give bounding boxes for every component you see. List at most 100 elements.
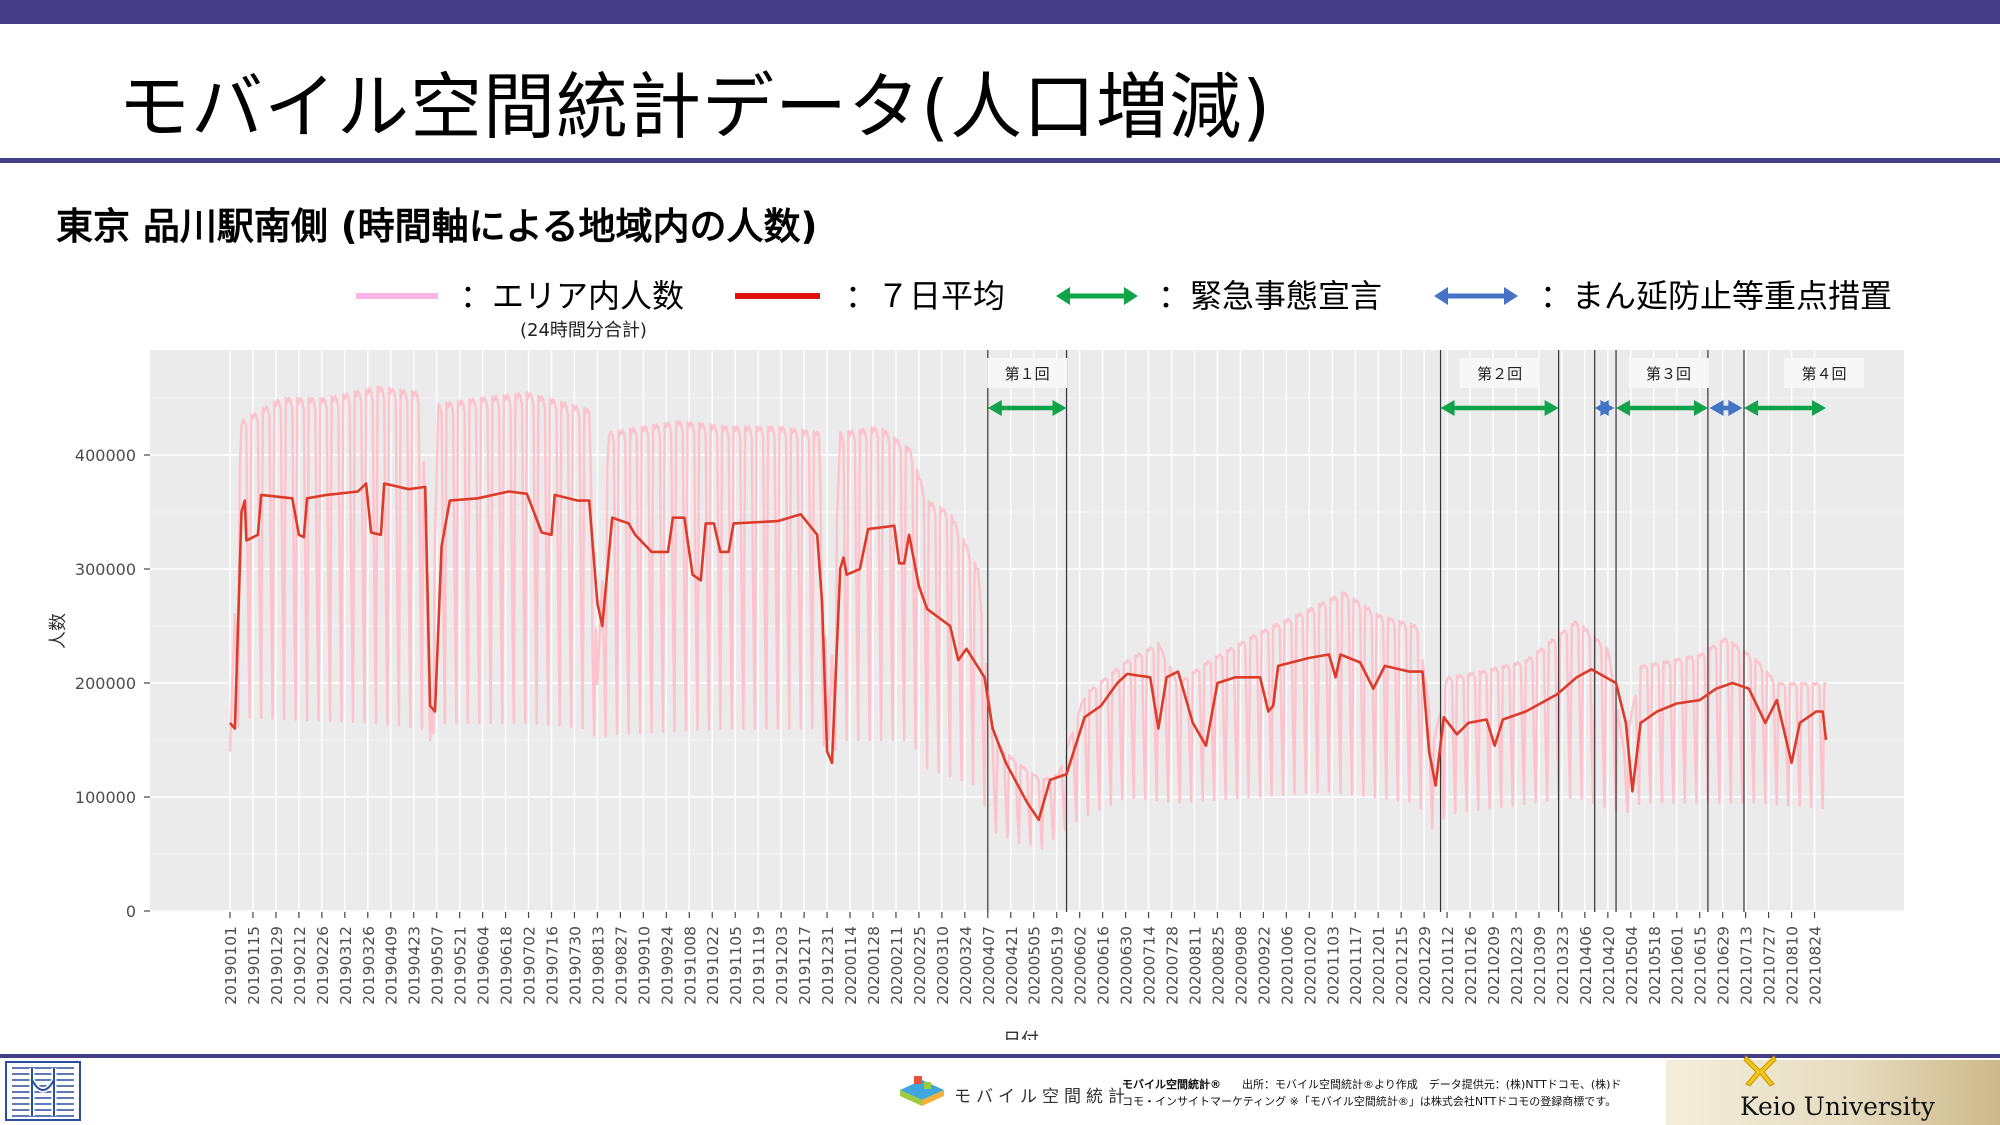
x-tick-label: 20190924 [658, 926, 676, 1005]
x-tick-label: 20201229 [1416, 926, 1434, 1005]
mobile-stats-logo-text: モバイル空間統計 [954, 1087, 1130, 1107]
chart-subtitle: 東京 品川駅南側 (時間軸による地域内の人数) [56, 205, 818, 248]
legend-label-priority: ：まん延防止等重点措置 [1540, 277, 1892, 315]
x-tick-label: 20200922 [1255, 926, 1273, 1005]
x-tick-label: 20201117 [1347, 926, 1365, 1005]
x-tick-label: 20200114 [842, 926, 860, 1005]
declaration-arrow [1709, 400, 1743, 416]
title-underline [0, 158, 2000, 163]
declaration-annotations: 第１回 第２回 第３回 第４回 [987, 358, 1864, 416]
x-tick-label: 20210406 [1577, 926, 1595, 1005]
x-tick-label: 20200519 [1049, 926, 1067, 1005]
x-tick-label: 20200630 [1118, 926, 1136, 1005]
x-tick-label: 20210727 [1761, 926, 1779, 1005]
x-tick-label: 20190409 [383, 926, 401, 1005]
x-tick-label: 20190604 [475, 926, 493, 1005]
university-banner [1666, 1060, 2000, 1125]
pen-emblem-icon [1743, 1055, 1777, 1087]
y-tick-label: 400000 [75, 446, 136, 465]
declaration-label: 第２回 [1477, 365, 1522, 383]
x-tick-label: 20190212 [291, 926, 309, 1005]
x-tick-label: 20201201 [1370, 926, 1388, 1005]
x-tick-label: 20210112 [1439, 926, 1457, 1005]
declaration-arrow [1440, 400, 1559, 416]
x-tick-label: 20190115 [245, 926, 263, 1005]
x-tick-label: 20190618 [498, 926, 516, 1005]
x-tick-label: 20201215 [1393, 926, 1411, 1005]
x-tick-label: 20191231 [819, 926, 837, 1005]
x-tick-label: 20201103 [1324, 926, 1342, 1005]
x-tick-label: 20190702 [521, 926, 539, 1005]
x-tick-label: 20200811 [1186, 926, 1204, 1005]
x-tick-label: 20190423 [406, 926, 424, 1005]
chart-legend: ：エリア内人数 ：７日平均 ：緊急事態宣言 ：まん延防止等重点措置 [356, 277, 1892, 315]
x-tick-label: 20210420 [1600, 926, 1618, 1005]
y-tick-label: 200000 [75, 674, 136, 693]
x-tick-label: 20200128 [865, 926, 883, 1005]
x-tick-label: 20210209 [1485, 926, 1503, 1005]
x-tick-label: 20191119 [750, 926, 768, 1005]
x-tick-label: 20191105 [727, 926, 745, 1005]
university-name: Keio University [1740, 1092, 1935, 1121]
x-tick-label: 20200728 [1164, 926, 1182, 1005]
x-tick-label: 20200908 [1232, 926, 1250, 1005]
declaration-label-box: 第３回 [1628, 358, 1709, 388]
event-lines [987, 350, 1745, 912]
legend-swatch-emergency-arrow [1056, 287, 1138, 305]
x-tick-label: 20191217 [796, 926, 814, 1005]
x-tick-label: 20210309 [1531, 926, 1549, 1005]
declaration-label: 第３回 [1646, 365, 1691, 383]
credit-line-1: 出所：モバイル空間統計®より作成 データ提供元：(株)NTTドコモ、(株)ド [1241, 1078, 1622, 1091]
y-tick-label: 0 [126, 902, 136, 921]
x-tick-label: 20200225 [911, 926, 929, 1005]
slide-title: モバイル空間統計データ(人口増減) [118, 65, 1272, 149]
x-tick-label: 20190730 [566, 926, 584, 1005]
legend-label-emergency: ：緊急事態宣言 [1158, 277, 1382, 315]
x-tick-label: 20191022 [704, 926, 722, 1005]
y-tick-label: 100000 [75, 788, 136, 807]
x-tick-label: 20200602 [1072, 926, 1090, 1005]
x-tick-label: 20210518 [1646, 926, 1664, 1005]
x-tick-label: 20210615 [1692, 926, 1710, 1005]
x-tick-label: 20210323 [1554, 926, 1572, 1005]
bottom-accent-bar [0, 1054, 2000, 1058]
x-tick-label: 20190312 [337, 926, 355, 1005]
x-tick-label: 20200421 [1003, 926, 1021, 1005]
x-tick-label: 20210824 [1807, 926, 1825, 1005]
declaration-arrow [987, 400, 1067, 416]
x-tick-label: 20210223 [1508, 926, 1526, 1005]
declaration-label: 第４回 [1801, 365, 1846, 383]
x-tick-label: 20190101 [222, 926, 240, 1005]
x-tick-label: 20200211 [888, 926, 906, 1005]
legend-label-avg: ：７日平均 [845, 277, 1005, 315]
x-tick-label: 20190910 [635, 926, 653, 1005]
x-tick-label: 20210126 [1462, 926, 1480, 1005]
x-tick-label: 20190507 [429, 926, 447, 1005]
x-axis-label: 日付 [1003, 1030, 1039, 1040]
x-tick-label: 20210810 [1784, 926, 1802, 1005]
top-accent-bar [0, 0, 2000, 24]
x-tick-label: 20190813 [589, 926, 607, 1005]
x-tick-label: 20200407 [980, 926, 998, 1005]
declaration-label-box: 第１回 [987, 358, 1068, 388]
declaration-arrow [1616, 400, 1708, 416]
x-tick-label: 20190326 [360, 926, 378, 1005]
x-tick-label: 20191008 [681, 926, 699, 1005]
area-population-line [228, 385, 1827, 850]
x-tick-label: 20190129 [268, 926, 286, 1005]
x-tick-label: 20200825 [1209, 926, 1227, 1005]
x-tick-label: 20210629 [1715, 926, 1733, 1005]
declaration-arrow [1743, 400, 1826, 416]
x-tick-label: 20200310 [934, 926, 952, 1005]
mobile-stats-logo-icon [900, 1076, 944, 1106]
x-tick-label: 20200616 [1095, 926, 1113, 1005]
credit-line-2: コモ・インサイトマーケティング ※「モバイル空間統計®」は株式会社NTTドコモの… [1122, 1095, 1617, 1108]
x-tick-label: 20200505 [1026, 926, 1044, 1005]
y-tick-label: 300000 [75, 560, 136, 579]
avg-line [229, 482, 1828, 822]
x-tick-label: 20190521 [452, 926, 470, 1005]
x-tick-label: 20210504 [1623, 926, 1641, 1005]
source-credit: モバイル空間統計® 出所：モバイル空間統計®より作成 データ提供元：(株)NTT… [1122, 1076, 1621, 1110]
x-tick-label: 20201006 [1278, 926, 1296, 1005]
legend-label-area: ：エリア内人数 [460, 277, 684, 315]
